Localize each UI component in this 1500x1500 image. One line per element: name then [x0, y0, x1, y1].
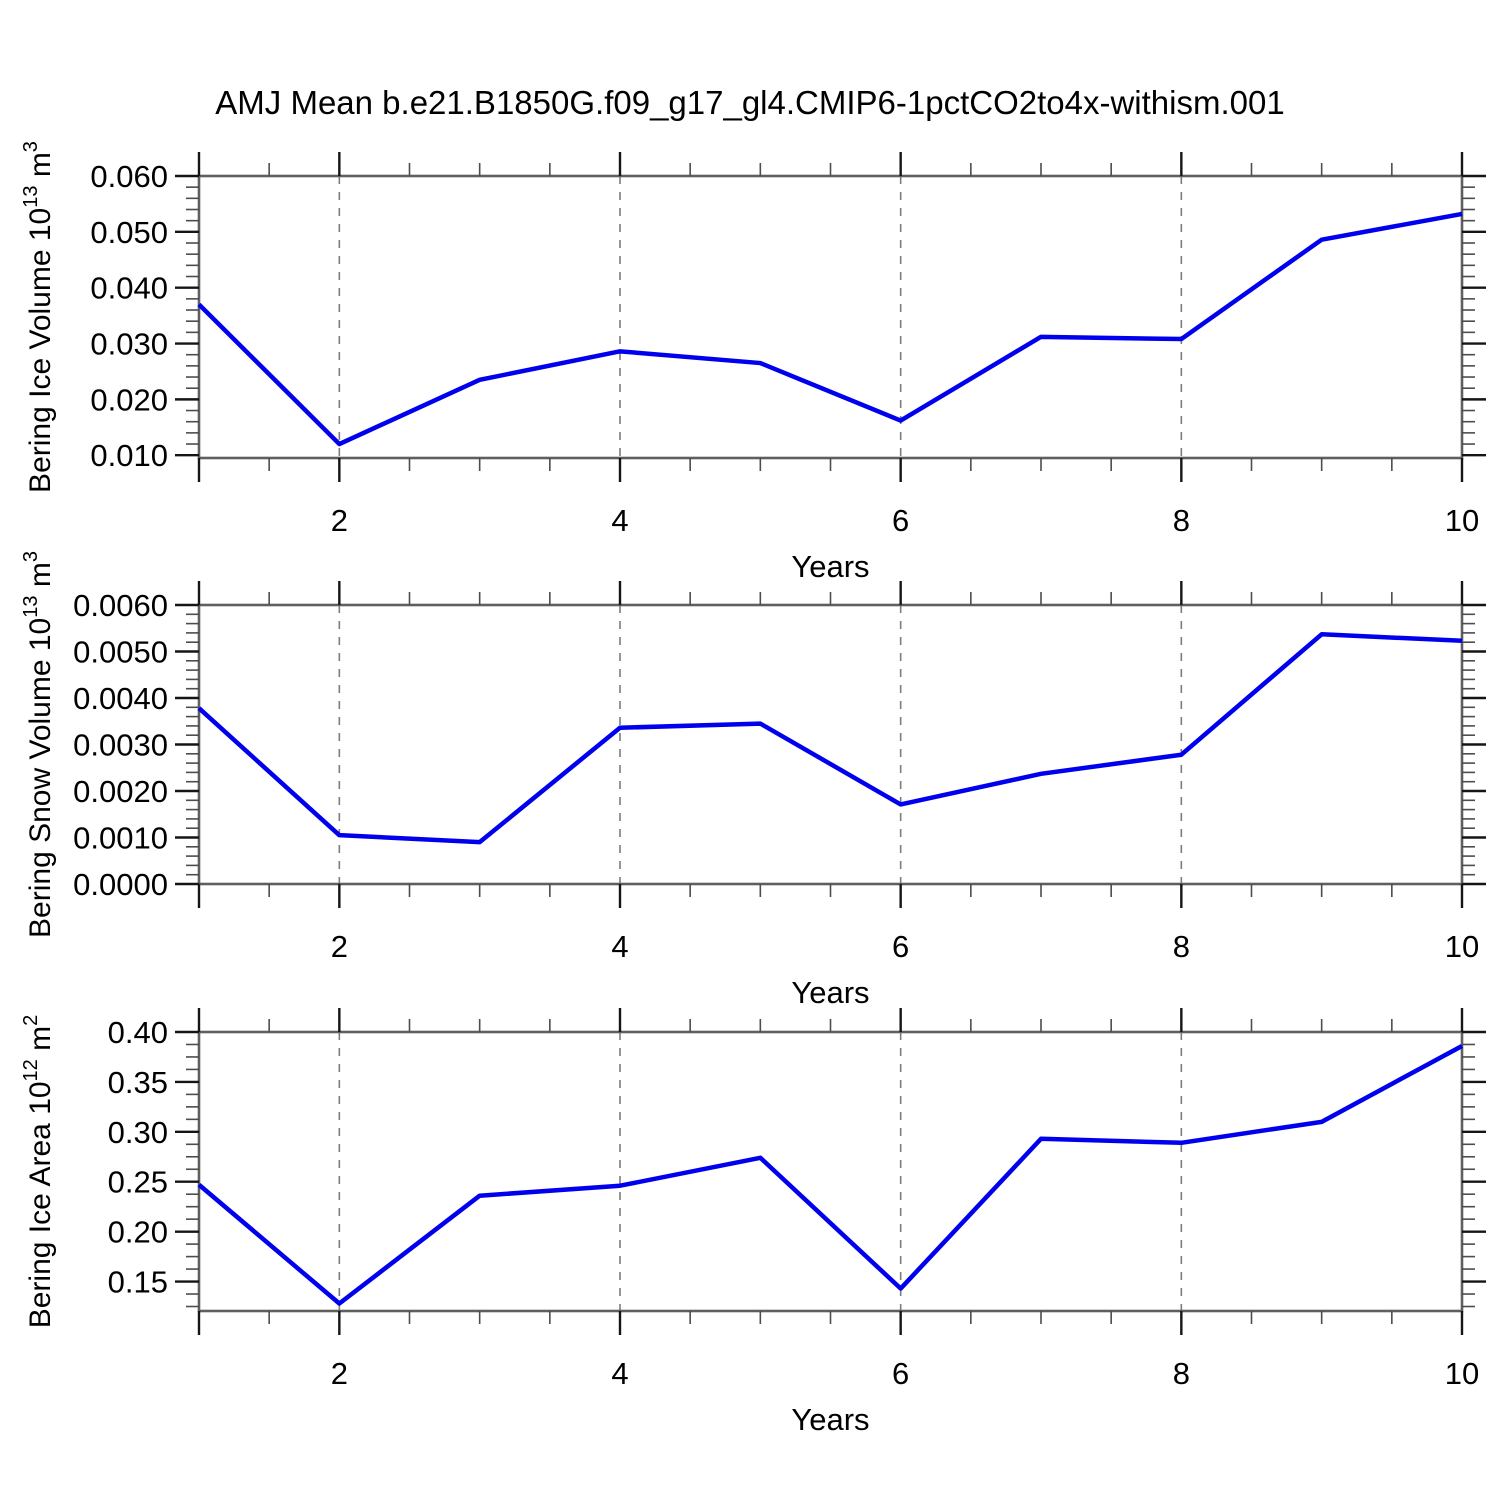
y-tick-label: 0.40 — [108, 1015, 168, 1050]
y-tick-label: 0.0050 — [73, 635, 168, 670]
x-tick-label: 10 — [1445, 929, 1479, 964]
x-axis-title: Years — [791, 549, 869, 584]
y-tick-label: 0.060 — [90, 159, 168, 194]
chart-bering-snow-volume: 0.0060 0.0050 0.0040 0.0030 0.0020 0.0010 0.00… — [20, 551, 1486, 1010]
y-tick-label: 0.050 — [90, 215, 168, 250]
chart-bering-ice-volume: 0.060 0.050 0.040 0.030 0.020 0.010 2 4 6 8 10 Year… — [20, 141, 1486, 584]
y-tick-label: 0.0040 — [73, 681, 168, 716]
y-axis-title: Bering Ice Area 1012 m2 — [20, 1015, 57, 1329]
y-axis-title: Bering Ice Volume 1013 m3 — [20, 141, 57, 493]
y-tick-label: 0.0030 — [73, 728, 168, 763]
x-axis-title: Years — [791, 1402, 869, 1437]
x-tick-label: 10 — [1445, 503, 1479, 538]
x-tick-label: 2 — [331, 503, 348, 538]
plot-frame — [197, 603, 1464, 886]
y-tick-label: 0.25 — [108, 1165, 168, 1200]
x-tick-label: 4 — [611, 1356, 628, 1391]
y-tick-label: 0.30 — [108, 1115, 168, 1150]
x-tick-label: 8 — [1173, 503, 1190, 538]
x-tick-label: 6 — [892, 1356, 909, 1391]
y-tick-label: 0.35 — [108, 1065, 168, 1100]
data-line-bering-snow-volume — [197, 632, 1463, 845]
chart-bering-ice-area: 0.40 0.35 0.30 0.25 0.20 0.15 2 4 6 8 10 Years Berin… — [20, 1008, 1486, 1437]
y-tick-label: 0.010 — [90, 438, 168, 473]
x-tick-label: 10 — [1445, 1356, 1479, 1391]
data-line-bering-ice-area — [197, 1043, 1464, 1306]
y-tick-label: 0.0000 — [73, 867, 168, 902]
y-tick-label: 0.020 — [90, 382, 168, 417]
y-tick-label: 0.15 — [108, 1265, 168, 1300]
x-tick-label: 2 — [331, 929, 348, 964]
y-axis-title: Bering Snow Volume 1013 m3 — [20, 551, 57, 938]
plot-frame — [197, 1030, 1464, 1313]
y-tick-label: 0.030 — [90, 327, 168, 362]
y-tick-label: 0.0020 — [73, 774, 168, 809]
x-tick-label: 4 — [611, 503, 628, 538]
x-axis-title: Years — [791, 975, 869, 1010]
y-tick-label: 0.040 — [90, 271, 168, 306]
y-tick-label: 0.20 — [108, 1215, 168, 1250]
y-tick-label: 0.0010 — [73, 821, 168, 856]
x-tick-label: 6 — [892, 929, 909, 964]
figure-title: AMJ Mean b.e21.B1850G.f09_g17_gl4.CMIP6-… — [215, 84, 1285, 121]
x-tick-label: 8 — [1173, 929, 1190, 964]
x-tick-label: 8 — [1173, 1356, 1190, 1391]
data-line-bering-ice-volume — [197, 211, 1463, 447]
plot-frame — [197, 174, 1464, 460]
y-tick-label: 0.0060 — [73, 588, 168, 623]
x-tick-label: 4 — [611, 929, 628, 964]
x-tick-label: 2 — [331, 1356, 348, 1391]
x-tick-label: 6 — [892, 503, 909, 538]
